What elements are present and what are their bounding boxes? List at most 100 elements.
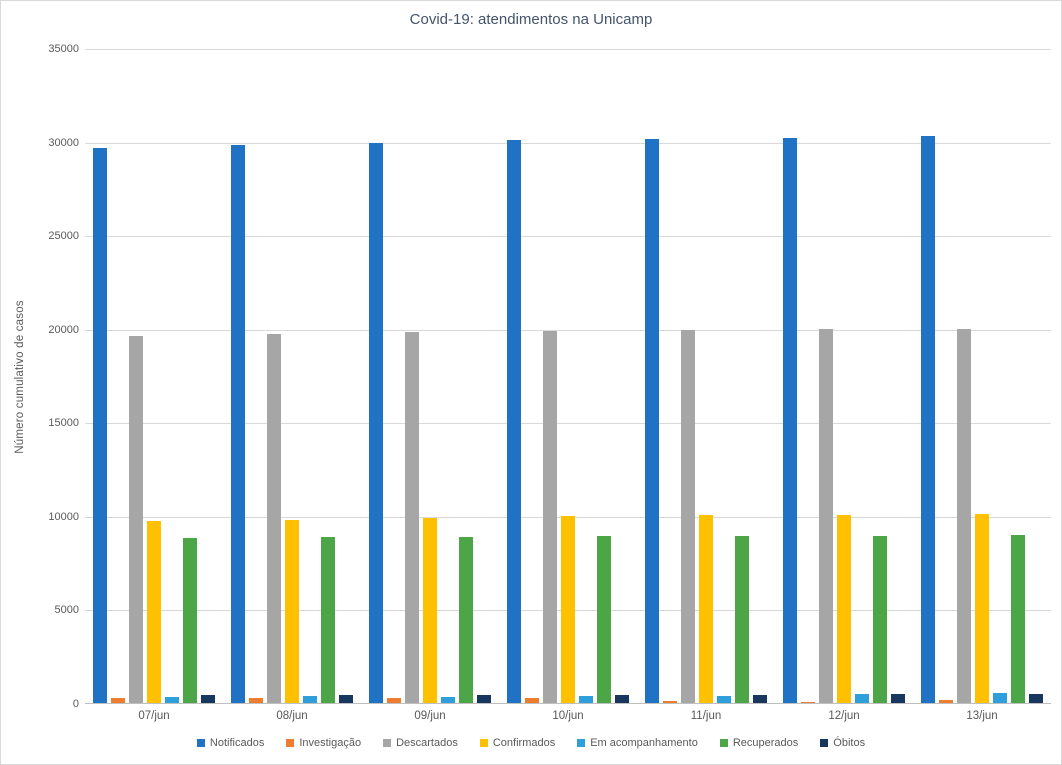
bar-em-acompanhamento-08/jun: [303, 696, 317, 704]
legend-label-descartados: Descartados: [396, 737, 458, 749]
bar-notificados-10/jun: [507, 140, 521, 704]
bar-confirmados-13/jun: [975, 514, 989, 704]
gridline-25000: [85, 236, 1051, 238]
gridline-20000: [85, 329, 1051, 331]
bar-descartados-13/jun: [957, 329, 971, 704]
bar-group-12/jun: [775, 49, 913, 704]
bar-group-13/jun: [913, 49, 1051, 704]
x-label-11/jun: 11/jun: [690, 710, 722, 722]
x-label-10/jun: 10/jun: [552, 710, 584, 722]
legend-swatch-confirmados: [479, 739, 488, 747]
x-label-08/jun: 08/jun: [276, 710, 308, 722]
y-tick-10000: 10000: [48, 510, 79, 523]
bar-recuperados-07/jun: [183, 538, 197, 704]
legend-label-notificados: Notificados: [209, 737, 265, 749]
bar-obitos-10/jun: [615, 695, 629, 704]
bar-obitos-12/jun: [891, 694, 905, 704]
legend-swatch-descartados: [383, 739, 392, 747]
legend: Notificados Investigação Descartados Confir…: [1, 737, 1061, 749]
bar-recuperados-10/jun: [597, 536, 611, 704]
y-tick-25000: 25000: [48, 230, 79, 243]
gridline-15000: [85, 423, 1051, 425]
y-tick-30000: 30000: [48, 136, 79, 149]
bar-em-acompanhamento-11/jun: [717, 696, 731, 704]
bar-recuperados-12/jun: [873, 536, 887, 704]
bar-descartados-11/jun: [681, 330, 695, 704]
bar-investigacao-07/jun: [111, 698, 125, 704]
legend-swatch-em-acompanhamento: [577, 739, 586, 747]
legend-label-em-acompanhamento: Em acompanhamento: [590, 737, 698, 749]
bar-notificados-12/jun: [783, 138, 797, 704]
bar-obitos-08/jun: [339, 695, 353, 704]
x-label-12/jun: 12/jun: [828, 710, 860, 722]
bar-descartados-07/jun: [129, 336, 143, 704]
bar-descartados-10/jun: [543, 331, 557, 704]
bar-group-11/jun: [637, 49, 775, 704]
bar-investigacao-09/jun: [387, 698, 401, 704]
legend-item-em-acompanhamento: Em acompanhamento: [577, 737, 698, 749]
y-tick-0: 0: [72, 698, 79, 710]
legend-item-investigacao: Investigação: [286, 737, 361, 749]
bar-group-09/jun: [361, 49, 499, 704]
bar-recuperados-09/jun: [459, 537, 473, 704]
bar-notificados-07/jun: [93, 148, 107, 704]
bar-groups: [85, 49, 1051, 704]
x-label-09/jun: 09/jun: [414, 710, 446, 722]
bar-em-acompanhamento-12/jun: [855, 694, 869, 704]
bar-obitos-07/jun: [201, 695, 215, 704]
bar-em-acompanhamento-10/jun: [579, 696, 593, 704]
legend-swatch-recuperados: [719, 739, 728, 747]
bar-investigacao-11/jun: [663, 701, 677, 704]
bar-recuperados-08/jun: [321, 537, 335, 704]
legend-item-notificados: Notificados: [196, 737, 265, 749]
bar-obitos-13/jun: [1029, 694, 1043, 704]
legend-item-confirmados: Confirmados: [479, 737, 556, 749]
bar-descartados-12/jun: [819, 329, 833, 704]
bar-group-08/jun: [223, 49, 361, 704]
bar-investigacao-10/jun: [525, 698, 539, 704]
bar-confirmados-11/jun: [699, 515, 713, 704]
legend-label-confirmados: Confirmados: [492, 737, 556, 749]
bar-recuperados-13/jun: [1011, 535, 1025, 704]
y-tick-20000: 20000: [48, 323, 79, 336]
legend-swatch-obitos: [820, 739, 829, 747]
bar-confirmados-08/jun: [285, 520, 299, 704]
legend-item-recuperados: Recuperados: [719, 737, 799, 749]
y-tick-35000: 35000: [48, 43, 79, 55]
bar-group-10/jun: [499, 49, 637, 704]
legend-swatch-notificados: [196, 739, 205, 747]
bar-confirmados-10/jun: [561, 516, 575, 704]
bar-em-acompanhamento-09/jun: [441, 697, 455, 704]
legend-label-obitos: Óbitos: [833, 737, 866, 749]
bar-confirmados-07/jun: [147, 521, 161, 704]
y-tick-5000: 5000: [54, 604, 79, 617]
legend-item-obitos: Óbitos: [820, 737, 865, 749]
bar-recuperados-11/jun: [735, 536, 749, 704]
plot-area: [85, 49, 1051, 704]
bar-confirmados-09/jun: [423, 518, 437, 704]
x-label-13/jun: 13/jun: [966, 710, 998, 722]
legend-label-investigacao: Investigação: [299, 737, 362, 749]
legend-item-descartados: Descartados: [383, 737, 458, 749]
legend-label-recuperados: Recuperados: [732, 737, 799, 749]
chart-title: Covid-19: atendimentos na Unicamp: [409, 11, 653, 28]
x-axis-category-labels: 07/jun 08/jun 09/jun 10/jun 11/jun 12/jun 13/j…: [85, 710, 1051, 722]
x-label-07/jun: 07/jun: [138, 710, 170, 722]
bar-notificados-13/jun: [921, 136, 935, 704]
bar-descartados-09/jun: [405, 332, 419, 704]
bar-group-07/jun: [85, 49, 223, 704]
bar-notificados-09/jun: [369, 143, 383, 704]
bar-notificados-08/jun: [231, 145, 245, 704]
bar-obitos-09/jun: [477, 695, 491, 704]
x-axis-line: [85, 703, 1051, 704]
bar-em-acompanhamento-07/jun: [165, 697, 179, 704]
gridline-35000: [85, 49, 1051, 50]
bar-descartados-08/jun: [267, 334, 281, 704]
bar-obitos-11/jun: [753, 695, 767, 704]
y-tick-15000: 15000: [48, 417, 79, 430]
bar-investigacao-13/jun: [939, 700, 953, 704]
bar-confirmados-12/jun: [837, 515, 851, 704]
bar-notificados-11/jun: [645, 139, 659, 704]
legend-swatch-investigacao: [286, 739, 295, 747]
